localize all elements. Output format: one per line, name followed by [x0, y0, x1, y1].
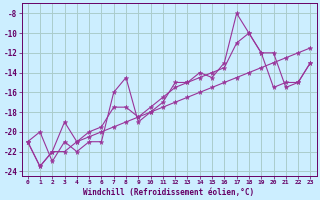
- X-axis label: Windchill (Refroidissement éolien,°C): Windchill (Refroidissement éolien,°C): [84, 188, 255, 197]
